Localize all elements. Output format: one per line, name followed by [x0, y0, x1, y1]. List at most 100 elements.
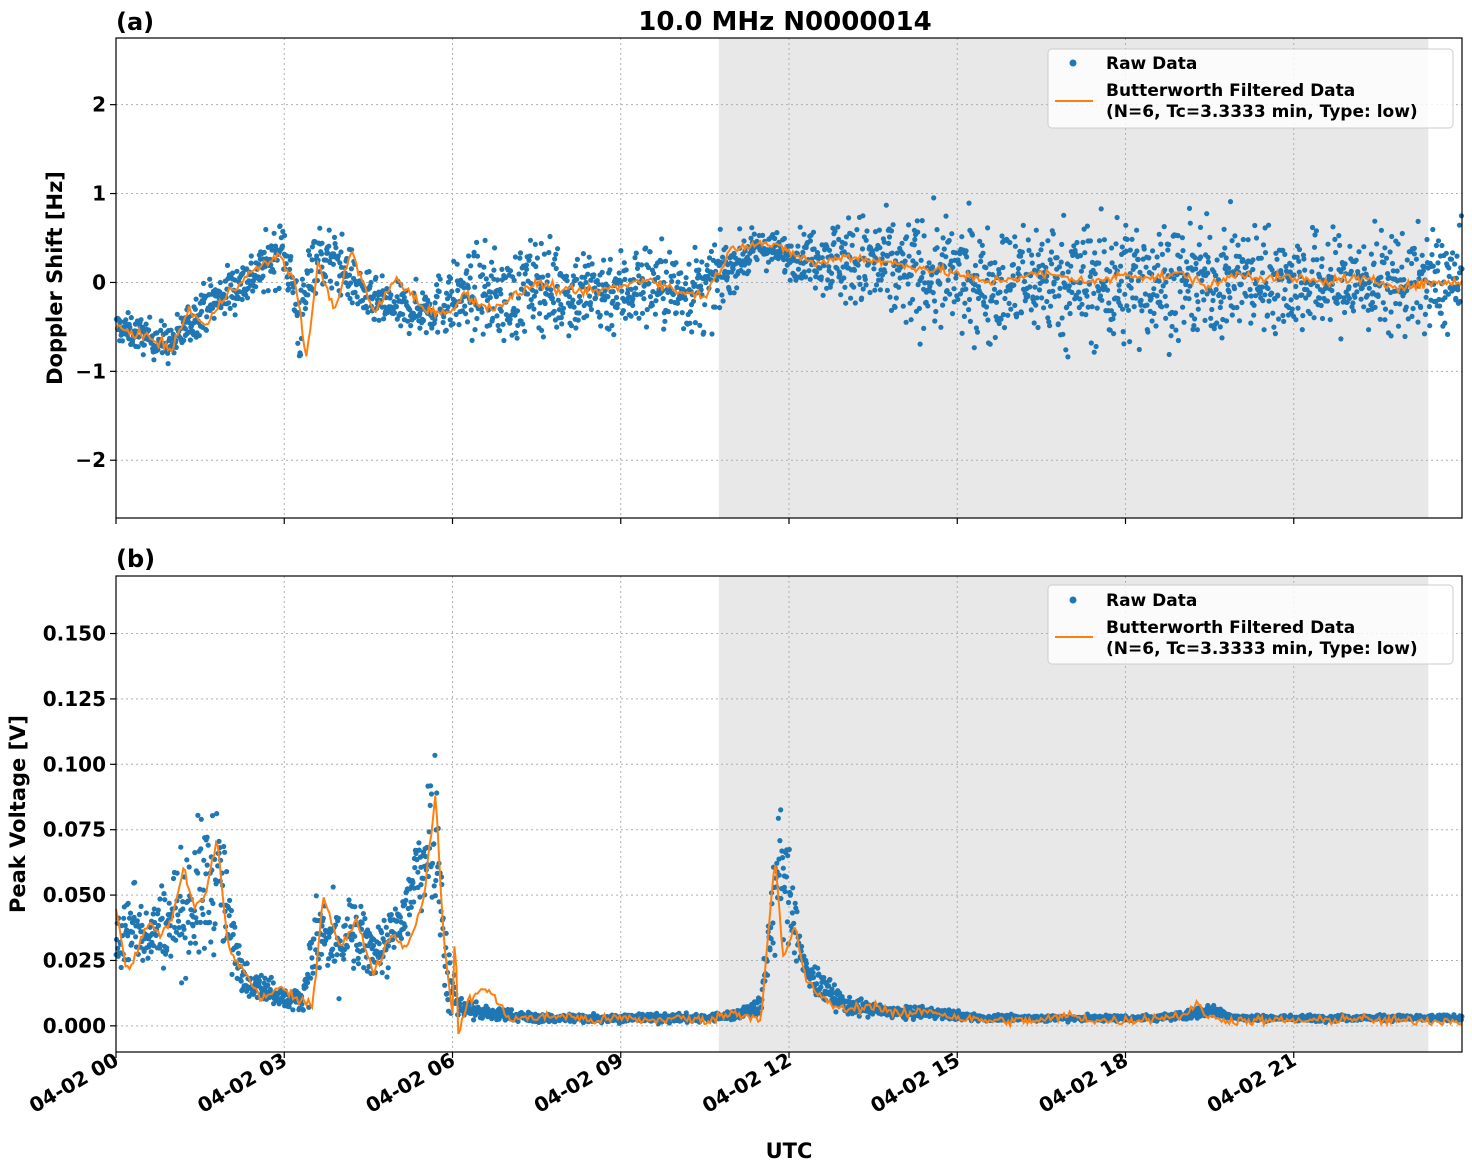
raw-data-point	[876, 227, 883, 233]
raw-data-point	[1243, 293, 1249, 299]
raw-data-point	[340, 951, 346, 958]
raw-data-point	[157, 896, 163, 902]
raw-data-point	[490, 315, 496, 321]
raw-data-point	[1106, 300, 1112, 306]
raw-data-point	[1296, 246, 1303, 253]
raw-data-point	[940, 302, 946, 308]
raw-data-point	[1162, 293, 1168, 300]
raw-data-point	[547, 233, 553, 240]
raw-data-point	[360, 911, 366, 917]
raw-data-point	[1035, 252, 1041, 258]
raw-data-point	[1358, 296, 1364, 302]
raw-data-point	[1144, 302, 1150, 308]
raw-data-point	[513, 330, 519, 336]
raw-data-point	[574, 276, 580, 282]
raw-data-point	[352, 289, 358, 295]
raw-data-point	[602, 297, 608, 303]
panel-a-filtered-data	[115, 239, 1463, 357]
raw-data-point	[663, 258, 669, 264]
raw-data-point	[956, 261, 962, 267]
raw-data-point	[295, 340, 301, 346]
raw-data-point	[268, 243, 274, 249]
raw-data-point	[226, 300, 232, 306]
raw-data-point	[985, 225, 991, 231]
raw-data-point	[566, 333, 572, 339]
raw-data-point	[462, 303, 468, 309]
raw-data-point	[268, 974, 274, 981]
raw-data-point	[675, 300, 681, 306]
raw-data-point	[199, 905, 205, 911]
raw-data-point	[154, 330, 160, 336]
raw-data-point	[987, 341, 993, 347]
raw-data-point	[1095, 284, 1101, 290]
raw-data-point	[900, 251, 906, 257]
raw-data-point	[1208, 315, 1214, 321]
raw-data-point	[405, 318, 411, 324]
raw-data-point	[222, 311, 228, 317]
raw-data-point	[943, 254, 949, 260]
raw-data-point	[1368, 251, 1374, 257]
raw-data-point	[145, 955, 151, 961]
raw-data-point	[1240, 236, 1246, 243]
raw-data-point	[1253, 235, 1260, 241]
raw-data-point	[1405, 316, 1411, 322]
raw-data-point	[983, 304, 990, 310]
raw-data-point	[1453, 295, 1459, 301]
raw-data-point	[1260, 298, 1266, 304]
raw-data-point	[1364, 292, 1370, 298]
raw-data-point	[859, 246, 866, 252]
raw-data-point	[337, 260, 343, 266]
raw-data-point	[1410, 305, 1416, 312]
raw-data-point	[134, 918, 140, 924]
raw-data-point	[1116, 282, 1122, 288]
raw-data-point	[636, 273, 642, 279]
raw-data-point	[613, 294, 620, 301]
raw-data-point	[479, 272, 486, 278]
raw-data-point	[842, 241, 848, 247]
raw-data-point	[814, 269, 820, 275]
raw-data-point	[1133, 295, 1139, 301]
raw-data-point	[261, 249, 267, 255]
raw-data-point	[1424, 288, 1430, 294]
raw-data-point	[692, 320, 699, 326]
raw-data-point	[477, 262, 483, 268]
raw-data-point	[1054, 275, 1060, 281]
raw-data-point	[1055, 321, 1061, 327]
raw-data-point	[379, 970, 385, 976]
raw-data-point	[206, 909, 212, 916]
raw-data-point	[1155, 262, 1161, 268]
raw-data-point	[1146, 255, 1152, 261]
raw-data-point	[173, 937, 179, 943]
raw-data-point	[972, 262, 979, 269]
raw-data-point	[556, 307, 563, 313]
raw-data-point	[770, 920, 776, 926]
raw-data-point	[962, 300, 968, 306]
raw-data-point	[1018, 253, 1024, 259]
raw-data-point	[867, 289, 873, 296]
raw-data-point	[1311, 315, 1317, 321]
raw-data-point	[456, 322, 462, 328]
raw-data-point	[915, 282, 921, 288]
raw-data-point	[299, 276, 305, 282]
raw-data-point	[953, 275, 959, 281]
raw-data-point	[1350, 308, 1357, 314]
raw-data-point	[533, 263, 539, 270]
raw-data-point	[197, 919, 203, 926]
raw-data-point	[1282, 287, 1288, 293]
raw-data-point	[1025, 292, 1031, 298]
raw-data-point	[1036, 287, 1043, 293]
raw-data-point	[329, 285, 335, 291]
raw-data-point	[643, 324, 650, 330]
raw-data-point	[887, 294, 893, 300]
raw-data-point	[222, 849, 228, 855]
raw-data-point	[712, 242, 718, 248]
legend-raw-marker	[1069, 59, 1077, 67]
raw-data-point	[697, 322, 703, 328]
raw-data-point	[837, 272, 843, 278]
raw-data-point	[373, 274, 379, 280]
raw-data-point	[1213, 272, 1219, 278]
raw-data-point	[633, 250, 639, 256]
raw-data-point	[801, 269, 807, 275]
raw-data-point	[526, 257, 532, 263]
